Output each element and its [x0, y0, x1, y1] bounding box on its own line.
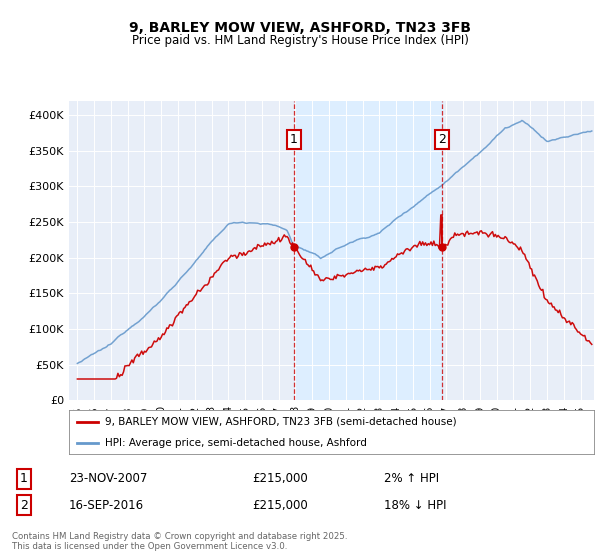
Text: Contains HM Land Registry data © Crown copyright and database right 2025.
This d: Contains HM Land Registry data © Crown c… — [12, 532, 347, 552]
Text: 9, BARLEY MOW VIEW, ASHFORD, TN23 3FB (semi-detached house): 9, BARLEY MOW VIEW, ASHFORD, TN23 3FB (s… — [105, 417, 457, 427]
Text: 9, BARLEY MOW VIEW, ASHFORD, TN23 3FB: 9, BARLEY MOW VIEW, ASHFORD, TN23 3FB — [129, 21, 471, 35]
Text: HPI: Average price, semi-detached house, Ashford: HPI: Average price, semi-detached house,… — [105, 438, 367, 447]
Text: Price paid vs. HM Land Registry's House Price Index (HPI): Price paid vs. HM Land Registry's House … — [131, 34, 469, 46]
Text: 2: 2 — [20, 498, 28, 512]
Text: £215,000: £215,000 — [252, 498, 308, 512]
Text: 1: 1 — [290, 133, 298, 146]
Bar — [294, 101, 442, 400]
Text: 2% ↑ HPI: 2% ↑ HPI — [384, 472, 439, 486]
Text: 16-SEP-2016: 16-SEP-2016 — [69, 498, 144, 512]
Text: 18% ↓ HPI: 18% ↓ HPI — [384, 498, 446, 512]
Text: 23-NOV-2007: 23-NOV-2007 — [69, 472, 148, 486]
Text: 1: 1 — [20, 472, 28, 486]
Text: £215,000: £215,000 — [252, 472, 308, 486]
Text: 2: 2 — [438, 133, 446, 146]
